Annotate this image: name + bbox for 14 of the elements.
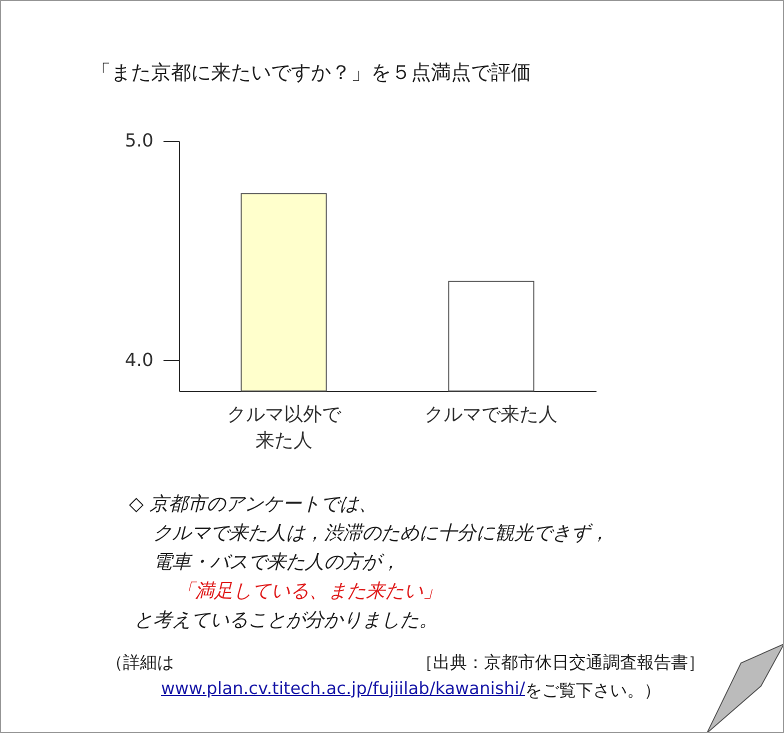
x-tick-label: クルマで来た人 — [424, 404, 558, 426]
text: 電車・バスで来た人の方が， — [153, 550, 400, 575]
chart-title: 「また京都に来たいですか？」を５点満点で評価 — [91, 59, 531, 86]
y-tick-label: 5.0 — [124, 130, 154, 152]
text: ◇ 京都市のアンケートでは、 — [129, 492, 378, 517]
text: をご覧下さい。） — [525, 680, 661, 702]
text: クルマで来た人は，渋滞のために十分に観光できず， — [153, 521, 609, 546]
text: www.plan.cv.titech.ac.jp/fujiilab/kawanishi/ — [161, 679, 526, 699]
x-tick-label: クルマ以外で来た人 — [226, 404, 342, 452]
text: （詳細は — [106, 652, 174, 674]
text: ［出典：京都市休日交通調査報告書］ — [416, 652, 705, 674]
text: と考えていることが分かりました。 — [134, 608, 438, 633]
text: 「満足している、また来たい」 — [176, 579, 442, 604]
y-tick-label: 4.0 — [124, 350, 154, 371]
